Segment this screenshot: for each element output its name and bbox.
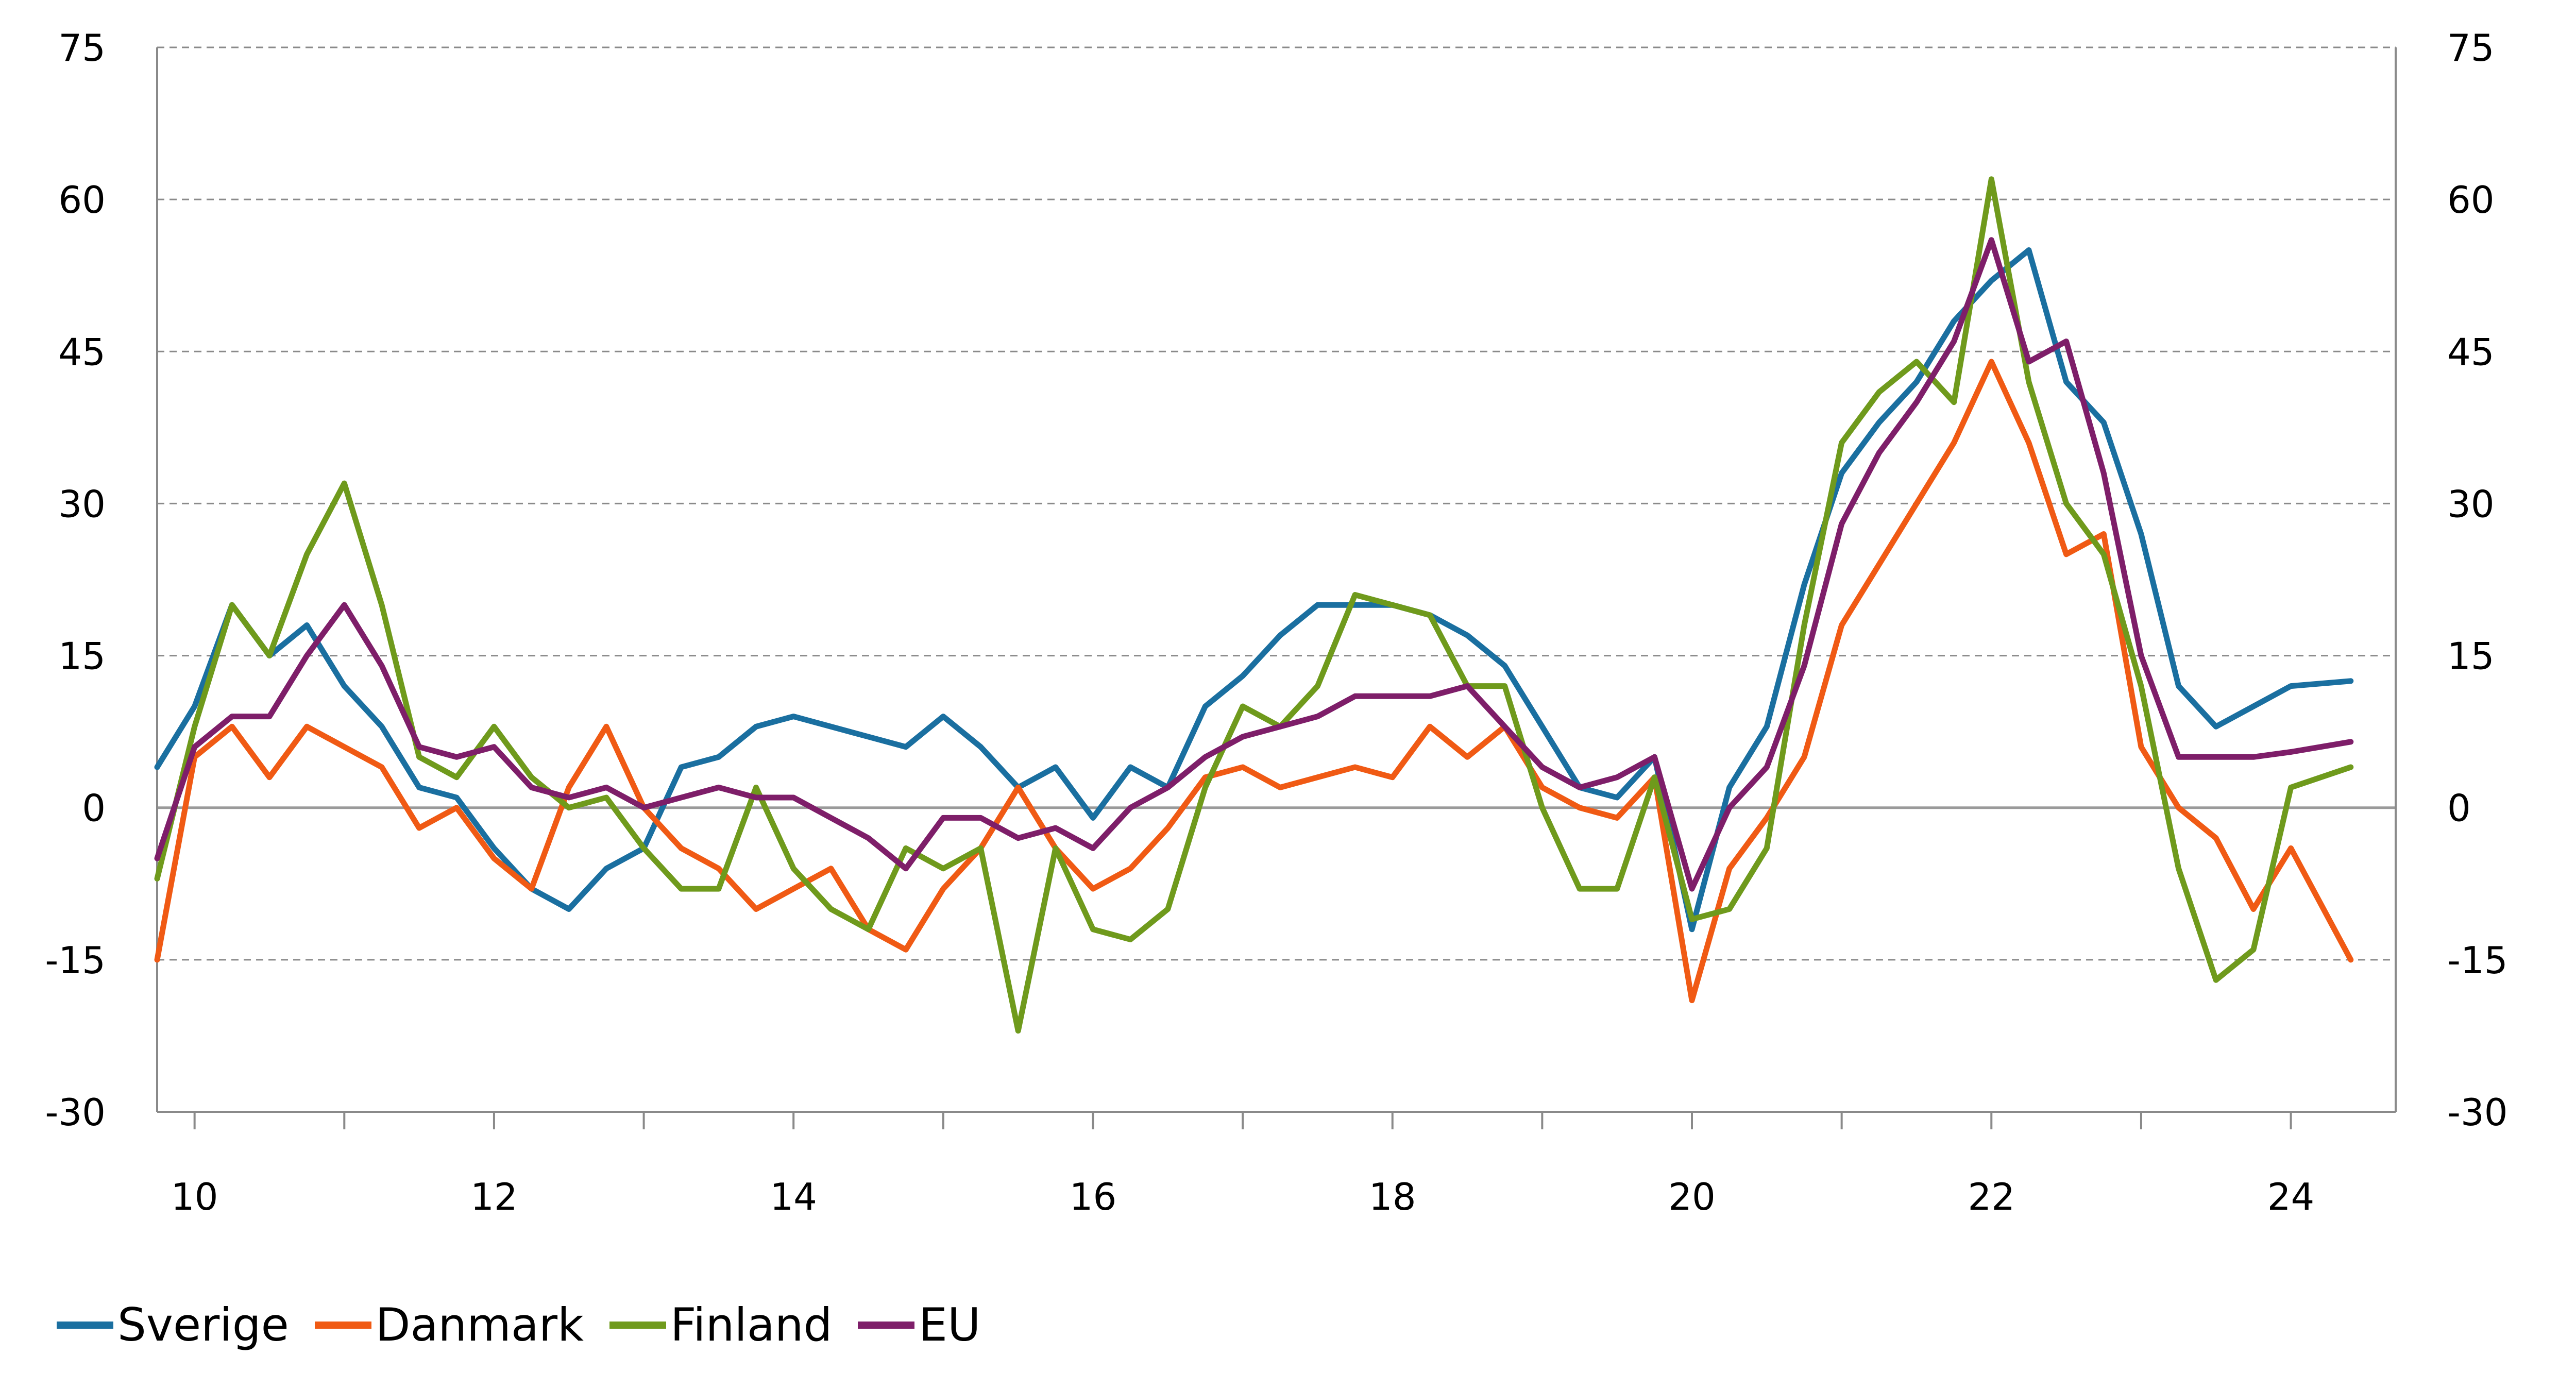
legend: Sverige Danmark Finland EU [57, 1298, 1006, 1351]
legend-item-eu: EU [858, 1298, 980, 1351]
y-tick-label-right: 15 [2447, 635, 2495, 678]
y-tick-label-left: 75 [58, 26, 106, 70]
legend-item-sverige: Sverige [57, 1298, 289, 1351]
y-tick-label-right: 30 [2447, 482, 2495, 526]
y-tick-label-left: 60 [58, 178, 106, 222]
x-tick-label: 16 [1070, 1175, 1117, 1218]
y-tick-label-right: 60 [2447, 178, 2495, 222]
y-tick-label-left: 15 [58, 635, 106, 678]
legend-item-danmark: Danmark [314, 1298, 584, 1351]
y-tick-label-right: 45 [2447, 330, 2495, 374]
y-tick-label-left: -30 [45, 1091, 106, 1134]
tick-labels: -30 -30 -15 -15 0 0 15 15 30 30 45 45 60 60 75 75 10 12 14… [45, 26, 2507, 1218]
x-tick-label: 20 [1668, 1175, 1716, 1218]
x-tick-label: 22 [1968, 1175, 2015, 1218]
series-line-eu [154, 237, 2354, 892]
y-tick-label-right: 0 [2447, 787, 2471, 830]
series-line-finland [154, 176, 2354, 1034]
legend-swatch [314, 1321, 371, 1329]
grid-lines [157, 46, 2396, 961]
legend-item-finland: Finland [609, 1298, 832, 1351]
y-tick-label-left: 45 [58, 330, 106, 374]
legend-swatch [609, 1321, 666, 1329]
y-tick-label-left: 30 [58, 482, 106, 526]
legend-label: Danmark [375, 1298, 584, 1351]
axes [156, 47, 2397, 1129]
x-tick-label: 10 [171, 1175, 218, 1218]
legend-label: EU [919, 1298, 981, 1351]
legend-swatch [57, 1321, 113, 1329]
y-tick-label-left: 0 [82, 787, 106, 830]
y-tick-label-right: 75 [2447, 26, 2495, 70]
legend-swatch [858, 1321, 915, 1329]
y-tick-label-left: -15 [45, 939, 106, 982]
legend-label: Finland [670, 1298, 833, 1351]
legend-label: Sverige [117, 1298, 289, 1351]
x-tick-label: 18 [1369, 1175, 1416, 1218]
series-line-danmark [154, 359, 2354, 1004]
y-tick-label-right: -15 [2447, 939, 2508, 982]
x-tick-label: 14 [770, 1175, 817, 1218]
x-tick-label: 12 [470, 1175, 518, 1218]
x-tick-label: 24 [2267, 1175, 2315, 1218]
series-group [154, 176, 2354, 1034]
y-tick-label-right: -30 [2447, 1091, 2508, 1134]
